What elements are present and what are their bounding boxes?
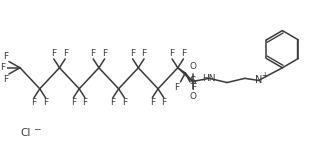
Text: F: F [0, 63, 6, 72]
Text: F: F [43, 98, 48, 107]
Text: F: F [3, 75, 8, 84]
Text: F: F [110, 98, 115, 107]
Text: F: F [122, 98, 127, 107]
Text: F: F [170, 49, 175, 58]
Text: F: F [141, 49, 147, 58]
Text: F: F [161, 98, 166, 107]
Text: S: S [189, 76, 196, 87]
Text: F: F [181, 49, 186, 58]
Text: O: O [189, 62, 196, 71]
Text: N: N [255, 75, 262, 85]
Text: F: F [130, 49, 135, 58]
Text: F: F [150, 98, 155, 107]
Text: −: − [33, 125, 41, 134]
Text: F: F [91, 49, 96, 58]
Text: HN: HN [202, 74, 216, 83]
Text: F: F [191, 83, 196, 92]
Text: F: F [63, 49, 68, 58]
Text: O: O [189, 92, 196, 101]
Text: F: F [174, 83, 180, 92]
Text: F: F [71, 98, 76, 107]
Text: F: F [102, 49, 107, 58]
Text: F: F [32, 98, 37, 107]
Text: +: + [261, 71, 268, 80]
Text: F: F [51, 49, 56, 58]
Text: F: F [3, 52, 8, 61]
Text: F: F [82, 98, 87, 107]
Text: Cl: Cl [20, 128, 30, 138]
